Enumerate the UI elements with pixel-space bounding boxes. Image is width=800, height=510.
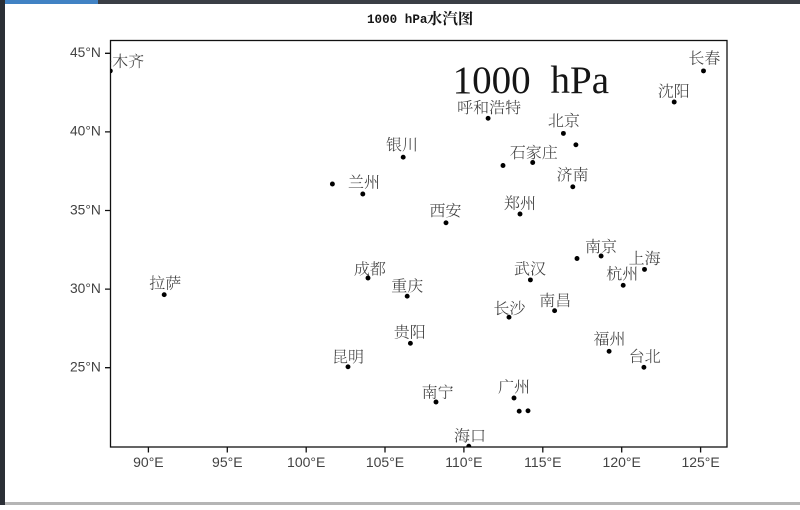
svg-text:30°N: 30°N: [70, 281, 101, 296]
svg-text:125°E: 125°E: [681, 454, 719, 470]
svg-text:100°E: 100°E: [287, 454, 325, 470]
svg-text:1000: 1000: [453, 59, 531, 102]
svg-text:90°E: 90°E: [133, 454, 164, 470]
svg-text:110°E: 110°E: [445, 454, 482, 470]
svg-text:25°N: 25°N: [70, 360, 101, 375]
svg-text:105°E: 105°E: [366, 454, 404, 470]
svg-text:115°E: 115°E: [524, 454, 561, 470]
svg-text:hPa: hPa: [551, 59, 610, 102]
svg-text:95°E: 95°E: [212, 454, 243, 470]
svg-text:120°E: 120°E: [603, 454, 641, 470]
svg-text:45°N: 45°N: [70, 45, 101, 60]
svg-text:40°N: 40°N: [70, 124, 101, 139]
svg-text:1000 hPa: 1000 hPa: [367, 13, 428, 27]
svg-text:35°N: 35°N: [70, 202, 101, 217]
